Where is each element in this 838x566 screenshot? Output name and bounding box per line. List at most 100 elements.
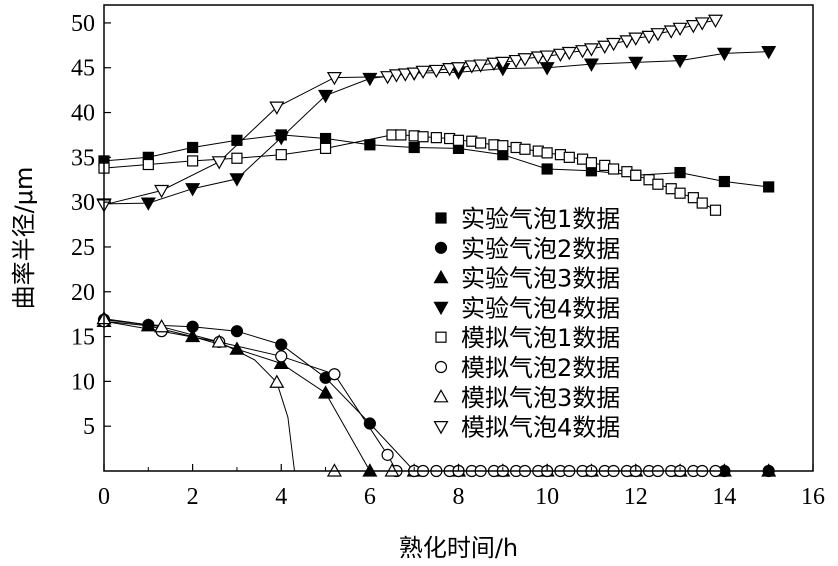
- data-point: [231, 152, 243, 164]
- x-axis-label: 熟化时间/h: [399, 534, 518, 562]
- y-tick-label: 40: [71, 101, 95, 127]
- data-point: [552, 48, 568, 63]
- x-tick-label: 0: [98, 484, 110, 510]
- legend-item: 实验气泡3数据: [433, 265, 620, 293]
- data-point: [495, 56, 511, 71]
- data-point: [408, 141, 420, 154]
- legend-item: 实验气泡1数据: [435, 205, 620, 233]
- data-point: [718, 175, 730, 188]
- data-point: [363, 417, 376, 430]
- data-point: [763, 181, 775, 193]
- legend-label: 模拟气泡3数据: [461, 384, 620, 412]
- data-point: [142, 158, 154, 171]
- data-point: [185, 328, 201, 343]
- data-point: [519, 143, 531, 155]
- legend-item: 模拟气泡1数据: [435, 324, 620, 352]
- data-point: [561, 46, 577, 61]
- legend-item: 实验气泡2数据: [434, 235, 620, 263]
- legend-marker: [433, 269, 449, 284]
- x-tick-label: 2: [187, 484, 199, 510]
- data-point: [607, 163, 620, 175]
- x-tick-label: 8: [453, 484, 465, 510]
- data-point: [140, 197, 156, 211]
- data-point: [672, 22, 688, 37]
- data-point: [497, 140, 509, 152]
- data-point: [154, 184, 170, 199]
- data-point: [211, 334, 227, 348]
- data-point: [539, 50, 555, 64]
- legend-marker: [435, 331, 447, 343]
- data-point: [187, 141, 199, 154]
- y-tick-label: 15: [71, 325, 95, 351]
- legend-item: 模拟气泡4数据: [433, 414, 620, 442]
- data-point: [674, 187, 686, 199]
- data-point: [672, 54, 688, 69]
- y-tick-label: 10: [71, 369, 95, 395]
- y-tick-label: 45: [71, 56, 95, 82]
- data-point: [630, 169, 642, 181]
- series-5-points: [98, 129, 722, 216]
- data-point: [430, 132, 442, 144]
- y-tick-label: 20: [71, 280, 95, 306]
- x-tick-label: 4: [275, 484, 287, 510]
- x-tick-label: 16: [801, 484, 825, 510]
- x-tick-label: 12: [624, 484, 648, 510]
- legend-marker: [433, 421, 449, 435]
- data-point: [650, 28, 666, 42]
- data-point: [273, 355, 289, 370]
- x-tick-label: 10: [535, 484, 559, 510]
- y-tick-label: 30: [71, 190, 95, 216]
- legend-marker: [433, 389, 449, 403]
- data-point: [185, 183, 201, 197]
- data-point: [473, 59, 489, 73]
- data-point: [583, 43, 599, 57]
- data-point: [328, 368, 341, 381]
- data-point: [563, 151, 575, 163]
- data-point: [397, 68, 413, 82]
- data-point: [685, 20, 701, 34]
- legend-marker: [433, 301, 449, 316]
- y-tick-label: 25: [71, 235, 95, 261]
- data-point: [761, 45, 777, 60]
- data-point: [319, 132, 332, 145]
- legend-item: 模拟气泡3数据: [433, 384, 620, 412]
- legend-marker: [434, 360, 448, 374]
- data-point: [652, 178, 664, 190]
- x-tick-label: 6: [364, 484, 376, 510]
- data-point: [381, 448, 394, 461]
- data-point: [606, 37, 622, 52]
- data-point: [628, 56, 644, 71]
- y-tick-label: 5: [83, 414, 95, 440]
- data-point: [269, 374, 285, 388]
- data-point: [406, 67, 422, 81]
- data-point: [318, 385, 334, 399]
- data-point: [428, 64, 444, 79]
- data-point: [275, 338, 288, 351]
- legend-label: 实验气泡2数据: [461, 235, 620, 263]
- data-point: [388, 69, 404, 83]
- data-point: [318, 89, 334, 104]
- data-point: [362, 72, 378, 87]
- data-point: [319, 142, 332, 154]
- data-point: [508, 54, 524, 69]
- data-point: [663, 25, 679, 39]
- series-4-points: [96, 45, 777, 212]
- data-point: [674, 166, 686, 179]
- data-point: [541, 147, 553, 159]
- data-point: [415, 65, 431, 80]
- data-point: [140, 318, 156, 332]
- data-point: [619, 35, 635, 49]
- y-tick-label: 35: [71, 145, 95, 171]
- data-point: [716, 47, 732, 62]
- data-point: [442, 63, 458, 77]
- series-6-curve: [103, 320, 716, 472]
- series-7-points: [96, 310, 400, 477]
- data-point: [417, 131, 429, 143]
- data-point: [211, 156, 227, 170]
- legend: 实验气泡1数据实验气泡2数据实验气泡3数据实验气泡4数据模拟气泡1数据模拟气泡2…: [433, 205, 620, 442]
- y-axis-label: 曲率半径/μm: [10, 167, 38, 310]
- data-point: [709, 204, 722, 216]
- data-point: [154, 318, 170, 333]
- data-point: [273, 132, 289, 146]
- x-tick-label: 14: [712, 484, 736, 510]
